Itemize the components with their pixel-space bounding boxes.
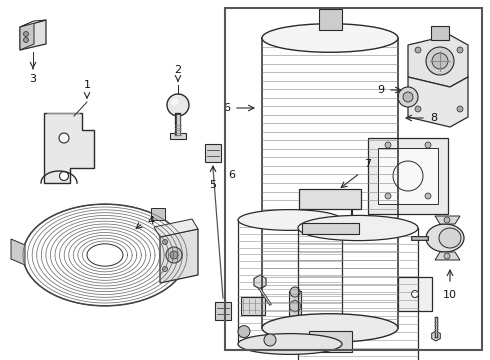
FancyBboxPatch shape bbox=[309, 330, 351, 351]
Circle shape bbox=[444, 253, 450, 259]
Polygon shape bbox=[398, 277, 432, 311]
Polygon shape bbox=[11, 239, 25, 265]
Text: 6: 6 bbox=[228, 170, 236, 180]
Polygon shape bbox=[435, 252, 460, 260]
Text: 10: 10 bbox=[443, 290, 457, 300]
Circle shape bbox=[426, 47, 454, 75]
Polygon shape bbox=[432, 331, 441, 341]
Polygon shape bbox=[215, 302, 231, 320]
Circle shape bbox=[59, 133, 69, 143]
FancyBboxPatch shape bbox=[289, 291, 301, 321]
Text: 1: 1 bbox=[83, 80, 91, 90]
Circle shape bbox=[444, 217, 450, 223]
FancyBboxPatch shape bbox=[318, 9, 342, 30]
FancyBboxPatch shape bbox=[431, 26, 449, 40]
Text: 9: 9 bbox=[377, 85, 384, 95]
Polygon shape bbox=[254, 275, 266, 289]
FancyBboxPatch shape bbox=[368, 138, 448, 214]
Circle shape bbox=[415, 106, 421, 112]
Circle shape bbox=[398, 87, 418, 107]
Circle shape bbox=[412, 291, 418, 297]
Text: 4: 4 bbox=[147, 216, 154, 226]
FancyBboxPatch shape bbox=[378, 148, 438, 204]
Circle shape bbox=[59, 171, 69, 180]
Polygon shape bbox=[160, 229, 198, 283]
Circle shape bbox=[415, 47, 421, 53]
FancyBboxPatch shape bbox=[301, 222, 359, 234]
Circle shape bbox=[172, 99, 178, 105]
FancyBboxPatch shape bbox=[292, 320, 298, 337]
Circle shape bbox=[425, 142, 431, 148]
Ellipse shape bbox=[262, 24, 398, 52]
Polygon shape bbox=[435, 216, 460, 224]
Ellipse shape bbox=[298, 215, 418, 240]
Ellipse shape bbox=[238, 210, 342, 230]
FancyBboxPatch shape bbox=[151, 208, 165, 220]
Text: 8: 8 bbox=[430, 113, 437, 123]
Polygon shape bbox=[20, 20, 46, 27]
FancyBboxPatch shape bbox=[299, 189, 361, 209]
Circle shape bbox=[425, 193, 431, 199]
Polygon shape bbox=[20, 21, 34, 50]
Circle shape bbox=[163, 239, 168, 244]
Ellipse shape bbox=[262, 314, 398, 342]
Circle shape bbox=[457, 47, 463, 53]
Circle shape bbox=[24, 32, 28, 36]
Polygon shape bbox=[290, 300, 300, 312]
Polygon shape bbox=[154, 219, 198, 237]
Polygon shape bbox=[408, 35, 468, 87]
Text: 3: 3 bbox=[29, 74, 36, 84]
Text: 5: 5 bbox=[210, 180, 217, 190]
Circle shape bbox=[238, 325, 250, 338]
FancyBboxPatch shape bbox=[291, 324, 299, 336]
Polygon shape bbox=[408, 77, 468, 127]
Text: 7: 7 bbox=[364, 159, 371, 169]
Text: 2: 2 bbox=[174, 65, 182, 75]
Circle shape bbox=[166, 247, 182, 263]
Circle shape bbox=[457, 106, 463, 112]
Circle shape bbox=[264, 334, 276, 346]
Circle shape bbox=[290, 330, 300, 340]
Polygon shape bbox=[205, 144, 221, 162]
Circle shape bbox=[163, 266, 168, 271]
Circle shape bbox=[167, 94, 189, 116]
Bar bbox=[170, 133, 186, 139]
Ellipse shape bbox=[87, 244, 123, 266]
Circle shape bbox=[432, 53, 448, 69]
Circle shape bbox=[385, 142, 391, 148]
Polygon shape bbox=[241, 297, 265, 315]
Ellipse shape bbox=[439, 228, 461, 248]
Polygon shape bbox=[44, 113, 94, 183]
Polygon shape bbox=[20, 20, 46, 50]
Circle shape bbox=[170, 251, 178, 259]
Text: 6: 6 bbox=[223, 103, 230, 113]
Circle shape bbox=[24, 37, 28, 42]
Circle shape bbox=[385, 193, 391, 199]
Bar bbox=[225, 8, 482, 350]
Circle shape bbox=[403, 92, 413, 102]
Circle shape bbox=[290, 287, 300, 297]
Ellipse shape bbox=[238, 334, 342, 354]
Ellipse shape bbox=[426, 224, 464, 252]
